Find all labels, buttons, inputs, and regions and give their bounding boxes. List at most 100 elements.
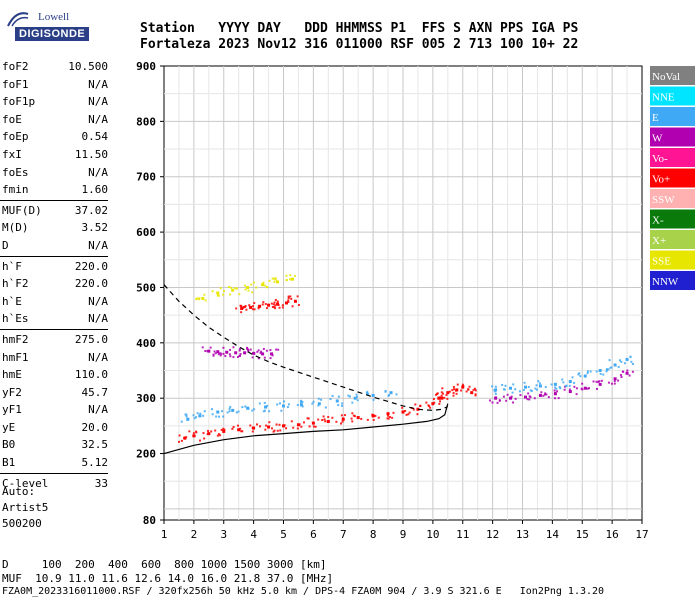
echo-point [253, 352, 256, 355]
echo-point [292, 426, 295, 429]
echo-point [468, 385, 471, 388]
echo-point [216, 434, 219, 437]
echo-point [388, 394, 391, 397]
echo-point [274, 277, 277, 280]
echo-point [217, 353, 220, 356]
echo-point [192, 432, 195, 435]
echo-point [238, 349, 241, 352]
echo-point [550, 383, 553, 386]
echo-point [598, 369, 602, 373]
param-name: M(D) [2, 221, 29, 235]
echo-point [297, 303, 300, 306]
echo-point [273, 429, 276, 432]
param-row: hmE 110.0 [0, 366, 108, 384]
echo-point [523, 395, 527, 399]
echo-point [351, 420, 354, 423]
echo-point [256, 350, 259, 353]
echo-point [287, 297, 290, 300]
echo-point [630, 360, 633, 363]
echo-point [212, 353, 215, 356]
echo-point [414, 403, 417, 406]
logo-product: DIGISONDE [15, 27, 90, 41]
echo-point [565, 384, 568, 387]
echo-point [494, 392, 497, 395]
echo-point [561, 378, 564, 381]
echo-point [251, 426, 254, 429]
param-row: B0 32.5 [0, 436, 108, 454]
echo-point [262, 281, 265, 284]
echo-point [244, 305, 247, 308]
echo-point [312, 400, 315, 403]
echo-point [502, 395, 505, 398]
echo-point [607, 381, 610, 384]
echo-point [311, 421, 315, 425]
echo-point [425, 401, 428, 404]
echo-point [251, 291, 254, 294]
echo-point [222, 429, 226, 433]
param-value: N/A [88, 312, 108, 326]
param-row: h`Es N/A [0, 310, 108, 328]
echo-point [201, 346, 204, 349]
echo-point [460, 389, 463, 392]
echo-point [505, 399, 508, 402]
echo-point [631, 370, 634, 373]
echo-point [452, 394, 455, 397]
echo-point [455, 392, 458, 395]
legend-label: X- [652, 215, 664, 227]
y-tick-label: 300 [136, 392, 156, 405]
echo-point [509, 396, 513, 400]
echo-point [251, 356, 254, 359]
echo-point [387, 414, 390, 417]
echo-point [228, 407, 231, 410]
x-tick-label: 2 [191, 528, 198, 541]
echo-point [402, 410, 405, 413]
param-row: B1 5.12 [0, 454, 108, 472]
echo-point [251, 409, 254, 412]
echo-point [441, 392, 444, 395]
echo-point [324, 420, 327, 423]
echo-point [494, 396, 497, 399]
echo-point [491, 385, 494, 388]
echo-point [222, 346, 225, 349]
x-tick-label: 12 [486, 528, 499, 541]
echo-point [287, 403, 290, 406]
echo-point [366, 390, 369, 393]
legend-label: X+ [652, 235, 666, 247]
param-value: 10.500 [68, 60, 108, 73]
echo-point [586, 387, 589, 390]
param-row: yF1 N/A [0, 401, 108, 419]
echo-point [263, 409, 266, 412]
echo-point [276, 403, 279, 406]
echo-point [222, 352, 225, 355]
echo-point [240, 307, 244, 311]
echo-point [296, 404, 299, 407]
grid [164, 66, 642, 520]
echo-point [198, 414, 202, 418]
x-tick-label: 6 [310, 528, 317, 541]
logo-brand: Lowell [38, 11, 70, 23]
echo-point [555, 387, 558, 390]
echo-point [360, 417, 363, 420]
echo-point [568, 384, 571, 387]
echo-point [203, 293, 206, 296]
echo-point [267, 425, 271, 429]
param-name: h`Es [2, 312, 29, 326]
echo-point [610, 382, 613, 385]
echo-point [317, 397, 320, 400]
echo-point [445, 393, 448, 396]
echo-point [300, 399, 303, 402]
echo-point [258, 402, 261, 405]
echo-point [301, 400, 304, 403]
echo-point [461, 385, 465, 389]
param-row: h`F 220.0 [0, 258, 108, 276]
echo-point [314, 425, 317, 428]
echo-point [498, 399, 501, 402]
echo-point [617, 379, 620, 382]
echo-point [384, 390, 387, 393]
echo-point [236, 355, 239, 358]
echo-point [544, 386, 547, 389]
echo-point [235, 287, 238, 290]
param-name: hmF1 [2, 350, 29, 364]
echo-point [372, 398, 375, 401]
echo-point [436, 392, 439, 395]
